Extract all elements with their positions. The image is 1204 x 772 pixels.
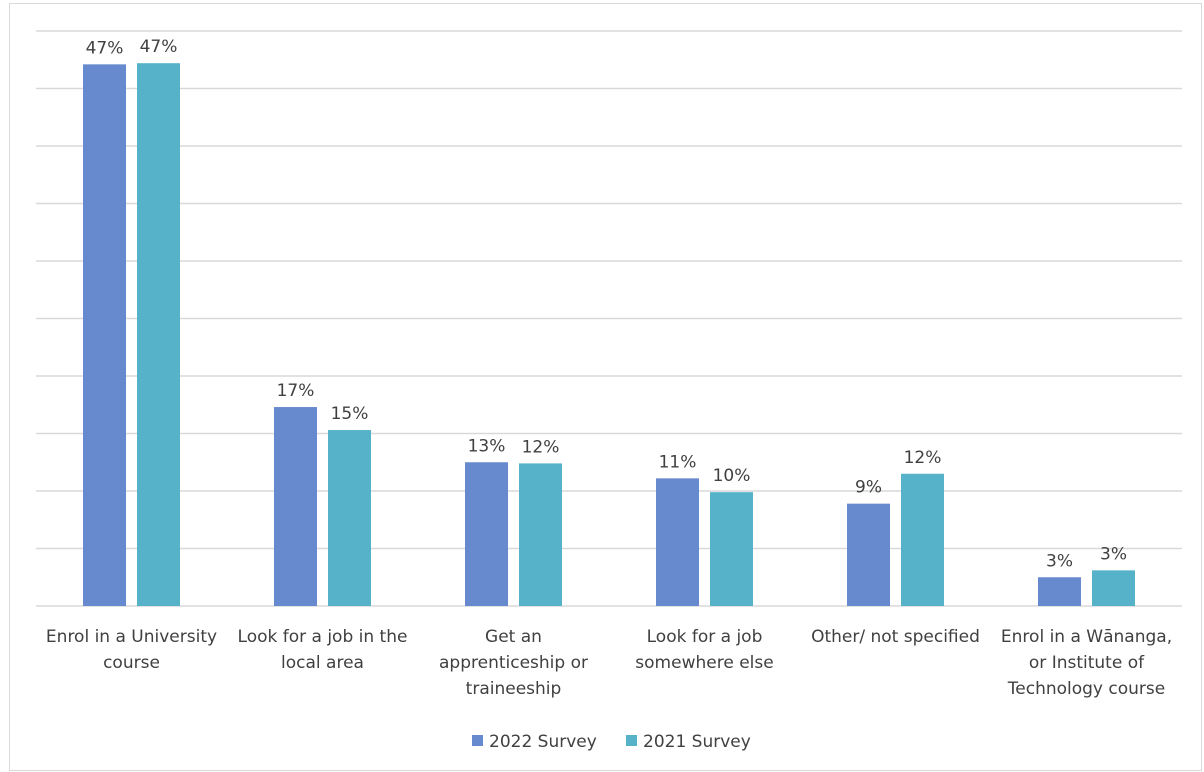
data-label: 13% bbox=[468, 436, 506, 456]
category-label: traineeship bbox=[466, 679, 562, 699]
category-label: Look for a job bbox=[647, 627, 763, 647]
category-label: apprenticeship or bbox=[439, 653, 588, 673]
bar-2021 bbox=[710, 492, 753, 606]
category-label: local area bbox=[281, 653, 364, 673]
data-label: 11% bbox=[659, 452, 697, 472]
bar-2022 bbox=[1038, 577, 1081, 606]
category-label: Other/ not specified bbox=[811, 627, 980, 647]
category-label: Look for a job in the bbox=[238, 627, 408, 647]
legend-swatch bbox=[472, 735, 483, 746]
bar-2021 bbox=[1092, 570, 1135, 606]
bar-2021 bbox=[328, 430, 371, 606]
data-label: 12% bbox=[522, 437, 560, 457]
category-label: Technology course bbox=[1007, 679, 1165, 699]
data-label: 10% bbox=[713, 466, 751, 486]
legend-label: 2021 Survey bbox=[643, 732, 751, 752]
category-label: Get an bbox=[485, 627, 542, 647]
data-label: 47% bbox=[86, 38, 124, 58]
bar-2022 bbox=[847, 503, 890, 606]
category-label: Enrol in a Wānanga, bbox=[1001, 627, 1172, 647]
legend-swatch bbox=[626, 735, 637, 746]
bar-2021 bbox=[901, 473, 944, 606]
bar-2022 bbox=[465, 462, 508, 606]
data-label: 17% bbox=[277, 381, 315, 401]
data-label: 3% bbox=[1100, 544, 1127, 564]
chart-frame bbox=[9, 3, 1202, 771]
legend-label: 2022 Survey bbox=[489, 732, 597, 752]
data-label: 3% bbox=[1046, 551, 1073, 571]
data-label: 12% bbox=[904, 448, 942, 468]
data-label: 47% bbox=[140, 37, 178, 57]
bar-2021 bbox=[519, 463, 562, 606]
bar-2022 bbox=[274, 407, 317, 606]
category-label: course bbox=[103, 653, 160, 673]
category-label: Enrol in a University bbox=[46, 627, 217, 647]
bar-2021 bbox=[137, 63, 180, 606]
data-label: 15% bbox=[331, 404, 369, 424]
category-label: somewhere else bbox=[635, 653, 773, 673]
bar-2022 bbox=[83, 64, 126, 607]
category-label: or Institute of bbox=[1029, 653, 1145, 673]
bar-2022 bbox=[656, 478, 699, 606]
data-label: 9% bbox=[855, 478, 882, 498]
